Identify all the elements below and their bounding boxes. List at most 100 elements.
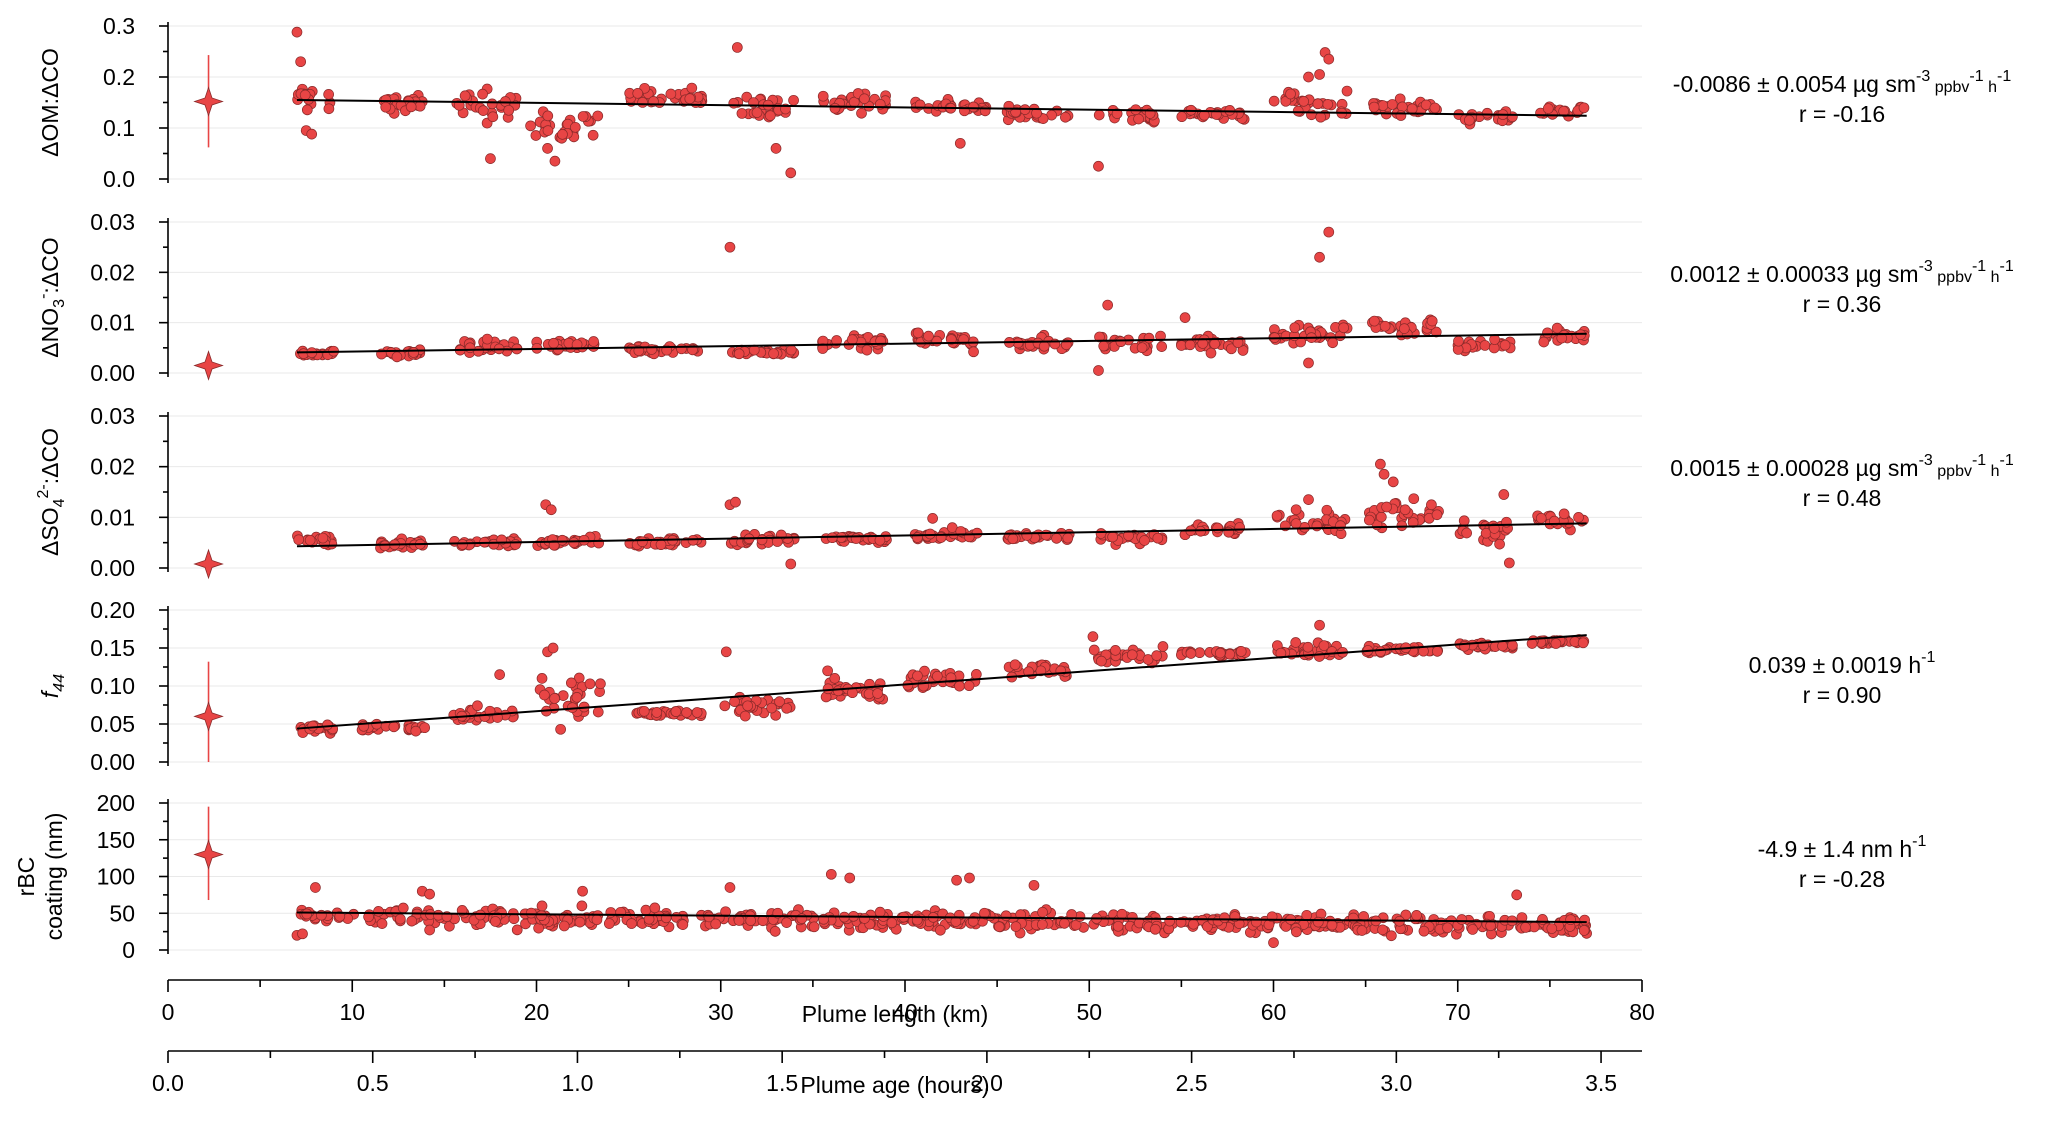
ref-point-om [193,86,224,117]
point-no3-343 [1426,315,1438,327]
point-no3-390 [1323,226,1335,238]
point-no3-330 [1430,326,1442,338]
point-no3-166 [817,343,829,354]
point-f44-126 [638,705,650,717]
y-axis-label-tail: :ΔCO [37,428,63,484]
point-f44-216 [912,670,923,682]
y-tick-label-so4-2: 0.02 [90,454,135,480]
point-f44-210 [963,680,975,692]
point-rbc-564 [424,888,435,900]
point-no3-309 [1338,322,1349,334]
point-f44-86 [565,677,577,689]
y-axis-label-base: ΔSO [37,507,63,556]
point-rbc-456 [1467,924,1478,935]
point-f44-69 [472,700,483,712]
point-rbc-420 [967,916,979,927]
y-tick-label-om-2: 0.2 [103,64,135,90]
point-f44-361 [1375,646,1386,657]
point-f44-301 [1235,646,1247,657]
stats-sup: -3 [1919,452,1933,469]
point-rbc-490 [1347,912,1359,924]
point-f44-149 [781,702,793,714]
point-f44-266 [1096,655,1107,667]
point-so4-394 [1375,458,1386,470]
point-f44-331 [1302,641,1314,653]
point-rbc-500 [1442,922,1453,934]
point-om-310 [1312,98,1324,110]
y-axis-label-f: f [37,689,63,698]
point-so4-395 [1378,468,1390,480]
point-no3-207 [923,330,934,342]
point-om-169 [817,90,829,102]
point-so4-17 [304,534,316,546]
point-rbc-542 [649,902,661,914]
point-om-250 [1111,108,1123,119]
point-so4-298 [1271,510,1283,522]
point-so4-389 [545,504,557,516]
point-om-116 [637,97,648,108]
point-om-386 [295,56,307,68]
point-om-37 [380,101,392,113]
point-om-277 [1176,111,1188,123]
stats-sup: -1 [1921,649,1935,666]
point-f44-159 [729,696,740,707]
point-f44-416 [1087,631,1099,642]
y-tick-label-om-1: 0.1 [103,115,135,141]
y-axis-label-superscript: - [35,294,52,299]
stats-sup: -1 [2000,258,2014,275]
point-rbc-539 [591,914,603,926]
point-no3-313 [1289,322,1301,334]
point-so4-148 [756,534,768,546]
point-no3-277 [1226,343,1237,355]
stats-sup: -1 [1972,258,1986,275]
point-f44-417 [1314,619,1325,631]
point-rbc-493 [769,926,781,937]
point-rbc-571 [951,874,962,886]
point-om-334 [1429,102,1441,114]
x-tick-label-1-2: 1.0 [561,1070,593,1096]
stats-sup: -1 [1912,833,1926,850]
point-no3-147 [785,344,797,356]
point-f44-273 [1110,645,1121,656]
point-om-78 [587,129,599,141]
stats-value: 0.039 ± 0.0019 h [1749,652,1922,678]
point-no3-254 [1098,340,1110,352]
stats-unit: h [1984,79,1997,96]
point-om-8 [323,89,334,100]
point-so4-90 [568,537,580,548]
stats-line1-om: -0.0086 ± 0.0054 µg sm-3 ppbv-1 h-1 [1673,68,2012,97]
point-no3-365 [1499,339,1511,351]
y-tick-label-rbc-3: 150 [97,827,135,853]
y-tick-label-so4-1: 0.01 [90,504,135,530]
point-no3-341 [1398,323,1410,334]
point-no3-362 [1453,335,1464,347]
point-f44-94 [555,723,566,735]
point-om-62 [477,88,488,100]
stats-sup: -3 [1919,258,1933,275]
point-rbc-553 [1565,914,1576,926]
point-no3-374 [1551,322,1563,334]
x-tick-label-1-3: 1.5 [766,1070,798,1096]
point-no3-388 [724,241,736,253]
point-rbc-221 [394,913,406,925]
point-no3-246 [1094,331,1105,343]
point-rbc-540 [1036,919,1048,930]
point-om-338 [1397,101,1408,113]
point-om-331 [1406,103,1418,115]
point-om-400 [1303,71,1314,83]
point-so4-313 [1335,520,1346,531]
y-tick-label-rbc-1: 50 [109,900,135,926]
point-f44-270 [1151,650,1163,661]
point-f44-189 [829,673,841,684]
y-axis-label-so4: ΔSO42-:ΔCO [35,428,68,556]
point-rbc-531 [1219,912,1230,924]
point-rbc-213 [757,915,769,927]
point-no3-271 [1205,347,1217,359]
point-no3-175 [847,334,858,345]
point-no3-146 [733,348,745,360]
stats-unit: ppbv [1933,269,1972,286]
point-om-146 [736,108,748,119]
point-f44-242 [1009,659,1021,671]
point-om-301 [1292,105,1304,117]
x-axis-title-0: Plume length (km) [802,1001,989,1027]
